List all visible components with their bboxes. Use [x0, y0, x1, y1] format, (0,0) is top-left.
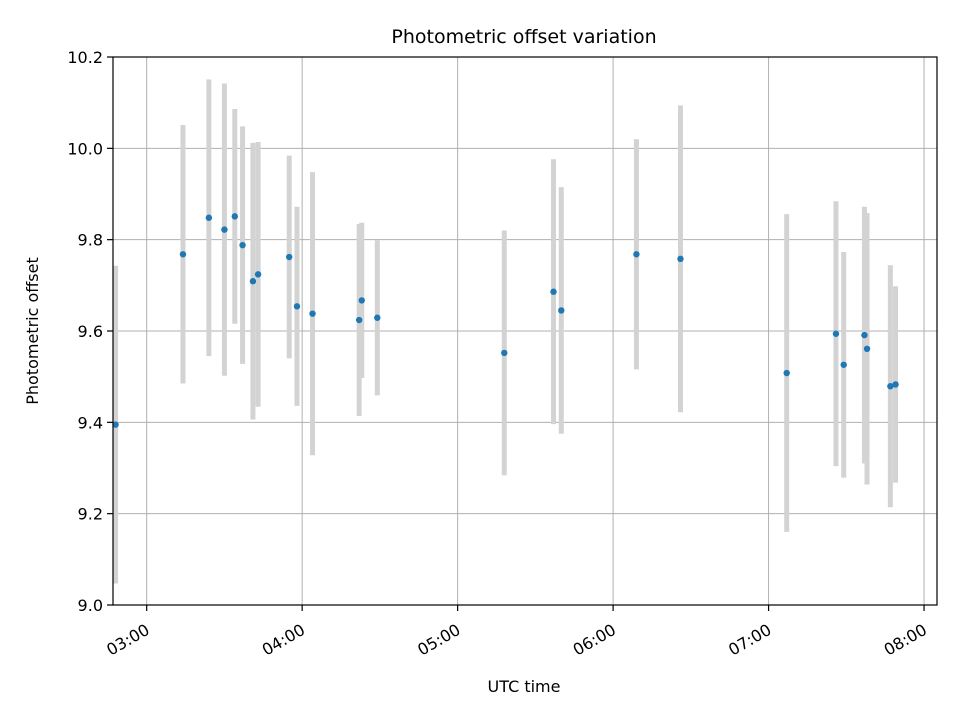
data-point [840, 361, 847, 368]
data-point [355, 316, 363, 324]
data-point [374, 314, 381, 321]
data-point [254, 271, 262, 278]
data-point [112, 421, 119, 428]
data-point [293, 303, 301, 310]
y-tick-label: 9.0 [78, 596, 103, 615]
data-point [501, 349, 508, 357]
data-point [887, 383, 894, 390]
data-points [112, 213, 899, 428]
chart-title: Photometric offset variation [391, 26, 656, 48]
y-axis-ticks: 9.0 9.2 9.4 9.6 9.8 10.0 10.2 [67, 48, 113, 615]
y-axis-label: Photometric offset [23, 257, 42, 405]
y-tick-label: 9.6 [78, 322, 103, 341]
data-point [231, 213, 238, 220]
data-point [205, 214, 213, 221]
data-point [677, 255, 684, 263]
data-point [892, 381, 899, 388]
data-point [863, 345, 871, 353]
data-point [783, 369, 790, 377]
data-point [221, 226, 228, 233]
data-point [309, 310, 316, 317]
data-point [249, 278, 257, 285]
x-axis-label: UTC time [488, 677, 561, 696]
y-tick-label: 10.2 [67, 48, 103, 67]
data-point [358, 297, 365, 304]
data-point [861, 331, 868, 339]
data-point [550, 288, 557, 295]
data-point [558, 307, 565, 314]
y-tick-label: 10.0 [67, 139, 103, 158]
y-tick-label: 9.8 [78, 231, 103, 250]
y-tick-label: 9.4 [78, 413, 103, 432]
data-point [286, 253, 293, 261]
data-point [179, 251, 187, 258]
y-tick-label: 9.2 [78, 505, 103, 524]
data-point [633, 251, 640, 258]
data-point [239, 241, 246, 249]
data-point [832, 330, 840, 337]
